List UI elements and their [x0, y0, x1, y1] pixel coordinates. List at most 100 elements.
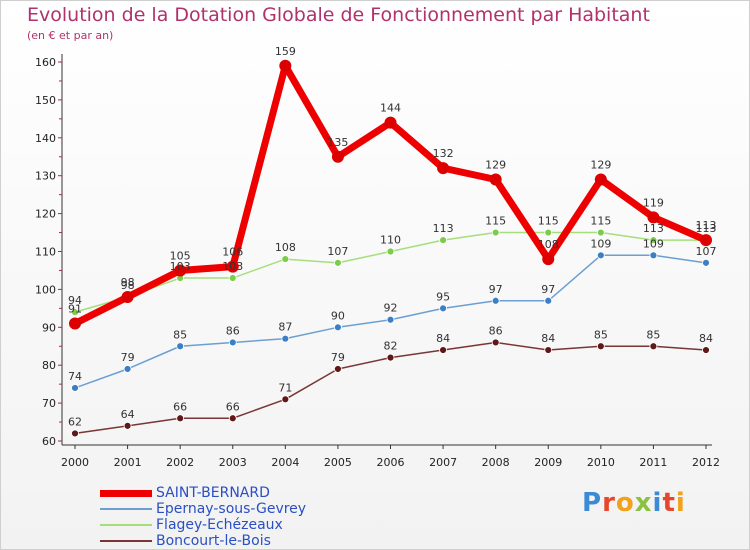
data-label: 85: [646, 328, 660, 341]
data-label: 85: [173, 328, 187, 341]
data-point: [71, 308, 79, 317]
data-label: 106: [222, 246, 243, 259]
legend-swatch: [100, 524, 152, 526]
data-label: 66: [226, 400, 240, 413]
data-label: 98: [121, 279, 135, 292]
y-tick-label: 90: [42, 321, 56, 334]
data-label: 85: [594, 328, 608, 341]
y-tick-label: 130: [35, 170, 56, 183]
data-point: [700, 234, 712, 247]
x-tick-label: 2009: [534, 456, 562, 469]
x-tick-label: 2011: [639, 456, 667, 469]
data-label: 84: [541, 332, 555, 345]
data-label: 64: [121, 408, 135, 421]
logo-letter: P: [582, 488, 603, 518]
data-label: 97: [541, 283, 555, 296]
data-point: [331, 150, 344, 163]
legend-label: Boncourt-le-Bois: [156, 533, 271, 549]
data-label: 86: [226, 324, 240, 337]
data-point: [121, 290, 134, 303]
data-point: [649, 342, 658, 351]
data-label: 84: [436, 332, 450, 345]
data-point: [334, 258, 342, 267]
data-point: [439, 304, 447, 313]
data-point: [702, 258, 710, 267]
data-label: 132: [433, 147, 454, 160]
data-point: [439, 346, 447, 354]
data-point: [228, 274, 237, 282]
data-point: [439, 236, 447, 245]
data-point: [544, 346, 553, 354]
data-point: [491, 338, 500, 347]
data-point: [649, 236, 658, 245]
data-label: 91: [68, 303, 82, 316]
data-label: 105: [170, 249, 191, 262]
x-tick-label: 2001: [114, 456, 142, 469]
y-tick-label: 100: [35, 283, 56, 296]
data-label: 103: [170, 260, 191, 273]
data-label: 109: [590, 237, 611, 250]
legend-item: SAINT-BERNARD: [100, 485, 306, 501]
data-label: 90: [331, 309, 345, 322]
data-label: 129: [590, 158, 611, 171]
data-point: [596, 228, 605, 237]
data-label: 107: [696, 245, 717, 258]
data-point: [596, 342, 605, 351]
data-point: [176, 342, 185, 351]
y-tick-label: 120: [35, 208, 56, 221]
data-point: [649, 251, 658, 260]
data-point: [384, 116, 397, 129]
data-point: [334, 323, 342, 332]
y-tick-label: 110: [35, 246, 56, 259]
data-label: 159: [275, 45, 296, 58]
data-label: 113: [696, 219, 717, 232]
data-label: 84: [699, 332, 713, 345]
data-point: [491, 228, 500, 237]
data-point: [281, 395, 290, 404]
logo-letter: i: [652, 488, 663, 518]
chart-subtitle: (en € et par an): [27, 29, 114, 42]
x-tick-label: 2005: [324, 456, 352, 469]
data-label: 108: [538, 238, 559, 251]
y-tick-label: 150: [35, 94, 56, 107]
x-tick-label: 2006: [377, 456, 405, 469]
data-point: [228, 414, 237, 423]
data-label: 82: [384, 340, 398, 353]
x-tick-label: 2012: [692, 456, 720, 469]
data-point: [71, 384, 79, 392]
data-point: [279, 59, 292, 72]
data-label: 107: [327, 245, 348, 258]
data-point: [544, 296, 553, 305]
data-label: 135: [327, 136, 348, 149]
legend-item: Boncourt-le-Bois: [100, 533, 306, 549]
data-point: [176, 414, 185, 423]
data-point: [69, 317, 81, 330]
data-point: [228, 338, 237, 347]
proxiti-logo: Proxiti: [582, 488, 686, 518]
data-label: 92: [384, 302, 398, 315]
data-label: 115: [590, 215, 611, 228]
legend-label: Flagey-Echézeaux: [156, 517, 283, 533]
data-point: [71, 429, 79, 438]
data-label: 74: [68, 370, 82, 383]
data-point: [594, 173, 607, 186]
x-tick-label: 2008: [482, 456, 510, 469]
data-label: 79: [121, 351, 135, 364]
data-point: [123, 421, 132, 430]
x-tick-label: 2002: [166, 456, 194, 469]
x-tick-label: 2000: [61, 456, 89, 469]
x-tick-label: 2004: [271, 456, 299, 469]
data-label: 66: [173, 400, 187, 413]
legend-label: SAINT-BERNARD: [156, 485, 270, 501]
y-tick-label: 140: [35, 132, 56, 145]
data-point: [386, 247, 395, 256]
data-point: [544, 228, 553, 237]
legend-swatch: [100, 540, 152, 542]
data-point: [489, 173, 502, 186]
chart-title: Evolution de la Dotation Globale de Fonc…: [27, 4, 650, 26]
data-label: 94: [68, 294, 82, 307]
data-point: [334, 365, 342, 373]
data-label: 115: [538, 215, 559, 228]
